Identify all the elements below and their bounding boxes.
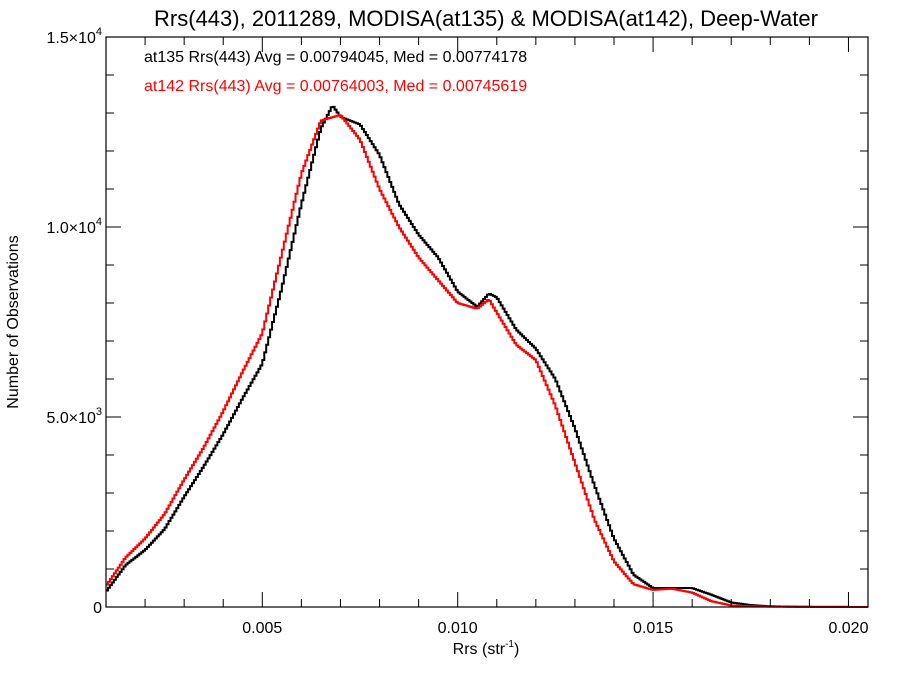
y-tick-label: 1.0×104 [46, 216, 102, 237]
x-tick-label: 0.020 [828, 620, 868, 637]
y-tick-label: 1.5×104 [46, 26, 102, 47]
series-line-0 [106, 105, 868, 608]
x-tick-label: 0.010 [438, 620, 478, 637]
y-axis-ticks: 0 5.0×103 1.0×104 1.5×104 [46, 26, 868, 617]
x-tick-label: 0.005 [242, 620, 282, 637]
x-tick-label: 0.015 [633, 620, 673, 637]
x-axis-ticks: 0.005 0.010 0.015 0.020 [105, 37, 869, 637]
y-tick-label: 0 [93, 600, 102, 617]
legend-entry-at142: at142 Rrs(443) Avg = 0.00764003, Med = 0… [144, 78, 527, 95]
x-axis-label-end: ) [514, 641, 519, 658]
plot-frame [105, 36, 869, 608]
y-tick-label: 5.0×103 [46, 406, 102, 427]
y-axis-label: Number of Observations [5, 235, 22, 408]
x-axis-label-main: Rrs (str [453, 641, 506, 658]
legend-entry-at135: at135 Rrs(443) Avg = 0.00794045, Med = 0… [144, 49, 527, 66]
x-axis-label: Rrs (str-1) [453, 639, 520, 658]
chart-title: Rrs(443), 2011289, MODISA(at135) & MODIS… [154, 6, 818, 31]
x-axis-label-superscript: -1 [505, 639, 514, 650]
